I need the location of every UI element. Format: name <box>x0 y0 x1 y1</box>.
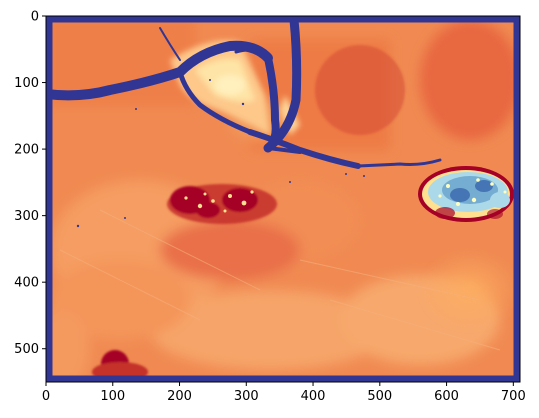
x-tick-label: 500 <box>367 389 392 404</box>
x-tick-label: 700 <box>501 389 526 404</box>
heatmap-image <box>46 16 520 382</box>
x-axis: 0 100 200 300 400 500 600 700 <box>42 382 526 404</box>
x-tick-label: 100 <box>100 389 125 404</box>
y-tick-label: 500 <box>14 342 39 357</box>
x-tick-label: 600 <box>434 389 459 404</box>
x-tick-label: 300 <box>234 389 259 404</box>
y-axis: 0 100 200 300 400 500 <box>14 10 46 357</box>
x-tick-label: 200 <box>167 389 192 404</box>
y-tick-label: 300 <box>14 209 39 224</box>
y-tick-label: 100 <box>14 76 39 91</box>
axes-frame <box>45 15 521 383</box>
y-tick-label: 0 <box>31 10 39 25</box>
y-tick-label: 200 <box>14 143 39 158</box>
y-tick-label: 400 <box>14 276 39 291</box>
x-tick-label: 400 <box>301 389 326 404</box>
x-tick-label: 0 <box>42 389 50 404</box>
